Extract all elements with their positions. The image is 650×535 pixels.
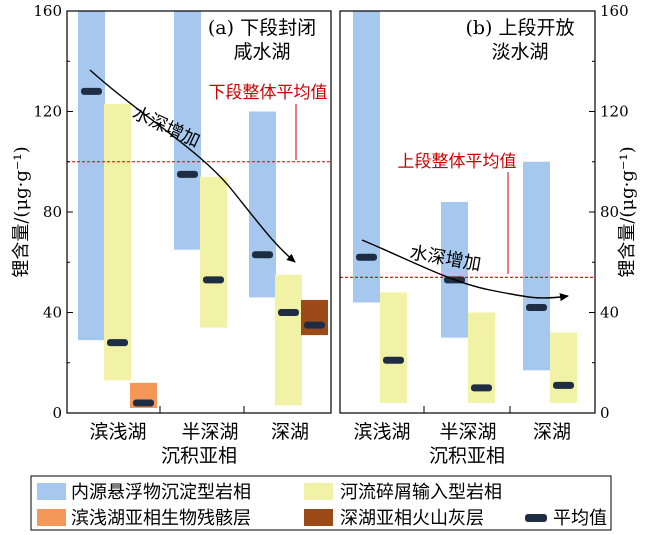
mean-marker-endogenous-1-0	[356, 253, 377, 261]
mean-marker-river-0-2	[278, 309, 299, 316]
y-tick-label-left-2: 80	[43, 203, 62, 221]
panel-a-title-line2: 咸水湖	[233, 41, 290, 63]
legend: 内源悬浮物沉淀型岩相 河流碎屑输入型岩相 滨浅湖亚相生物残骸层 深湖亚相火山灰层…	[30, 475, 612, 531]
y-tick-label-left-1: 40	[43, 304, 62, 322]
mean-marker-river-1-2	[553, 381, 574, 389]
bar-endogenous-0-0	[78, 11, 105, 341]
y-axis-label-right: 锂含量/(μg·g⁻¹)	[617, 146, 638, 277]
legend-label-deep-ash: 深湖亚相火山灰层	[340, 508, 484, 529]
y-tick-label-right-0: 0	[600, 404, 610, 422]
bar-endogenous-1-1	[441, 201, 468, 338]
panel-a-marks: 滨浅湖 半深湖 深湖	[67, 11, 330, 443]
trend-arrow-0	[89, 69, 296, 263]
panel-b-open-fresh-lake: 滨浅湖 半深湖 深湖 (b) 上段开放 淡水湖 上段整体平均值 水深增加	[339, 10, 596, 443]
bar-endogenous-0-2	[249, 111, 276, 298]
mean-marker-endogenous-0-2	[252, 251, 273, 259]
trend-arrow-1	[361, 239, 569, 302]
category-label-1-0: 滨浅湖	[353, 421, 410, 443]
panel-b-marks: 滨浅湖 半深湖 深湖	[340, 11, 595, 443]
bar-deep_ash-0-2	[301, 299, 328, 336]
legend-swatch-river	[304, 483, 333, 500]
y-tick-label-right-4: 160	[600, 2, 629, 20]
y-tick-label-right-2: 80	[600, 203, 619, 221]
mean-marker-littoral_bio-0-0	[133, 399, 154, 407]
y-tick-label-right-1: 40	[600, 304, 619, 322]
category-label-0-1: 半深湖	[181, 421, 238, 443]
mean-marker-endogenous-0-1	[177, 170, 198, 178]
mean-marker-river-1-1	[471, 384, 492, 392]
category-label-0-0: 滨浅湖	[89, 421, 146, 443]
bar-river-0-2	[275, 274, 302, 406]
legend-label-littoral-bio: 滨浅湖亚相生物残骸层	[71, 508, 251, 529]
category-label-1-1: 半深湖	[439, 421, 496, 443]
mean-marker-deep_ash-0-2	[304, 321, 325, 329]
panel-b-title-line2: 淡水湖	[491, 41, 548, 63]
legend-label-river: 河流碎屑输入型岩相	[340, 482, 502, 503]
bar-river-0-1	[200, 176, 227, 328]
legend-swatch-littoral-bio	[37, 509, 66, 526]
panel-a-closed-saline-lake: 滨浅湖 半深湖 深湖 (a) 下段封闭 咸水湖 下段整体平均值 水深增加	[66, 10, 332, 443]
panel-a-title-line1: (a) 下段封闭	[208, 17, 316, 39]
category-label-0-2: 深湖	[271, 421, 309, 443]
x-axis-title-right: 沉积亚相	[429, 445, 505, 467]
mean-marker-endogenous-1-2	[526, 303, 547, 311]
panel-b-title-line1: (b) 上段开放	[465, 17, 574, 39]
axes: 0 0 40 40 80 80 120 120 160 160	[33, 2, 628, 422]
y-tick-label-left-4: 160	[33, 2, 62, 20]
legend-frame	[30, 475, 612, 531]
bar-river-1-0	[380, 292, 407, 403]
legend-swatch-mean	[525, 514, 547, 522]
y-axis-label-left: 锂含量/(μg·g⁻¹)	[11, 146, 32, 277]
legend-swatch-deep-ash	[304, 509, 333, 526]
panel-a-threshold-label: 下段整体平均值	[209, 83, 328, 103]
bar-endogenous-1-2	[523, 161, 550, 371]
y-tick-label-right-3: 120	[600, 103, 629, 121]
bar-river-0-0	[104, 103, 131, 381]
panel-b-threshold-label: 上段整体平均值	[398, 152, 517, 172]
x-axis-title-left: 沉积亚相	[161, 445, 237, 467]
mean-marker-river-1-0	[383, 356, 404, 364]
bar-river-1-2	[550, 332, 577, 403]
mean-marker-river-0-1	[203, 276, 224, 284]
mean-marker-river-0-0	[107, 339, 128, 347]
bar-endogenous-0-1	[174, 11, 201, 250]
legend-label-endogenous: 内源悬浮物沉淀型岩相	[71, 482, 251, 503]
mean-marker-endogenous-0-0	[81, 87, 102, 95]
legend-swatch-endogenous	[37, 483, 66, 500]
legend-label-mean: 平均值	[553, 508, 607, 529]
category-label-1-2: 深湖	[533, 421, 571, 443]
y-tick-label-left-0: 0	[52, 404, 62, 422]
y-tick-label-left-3: 120	[33, 103, 62, 121]
